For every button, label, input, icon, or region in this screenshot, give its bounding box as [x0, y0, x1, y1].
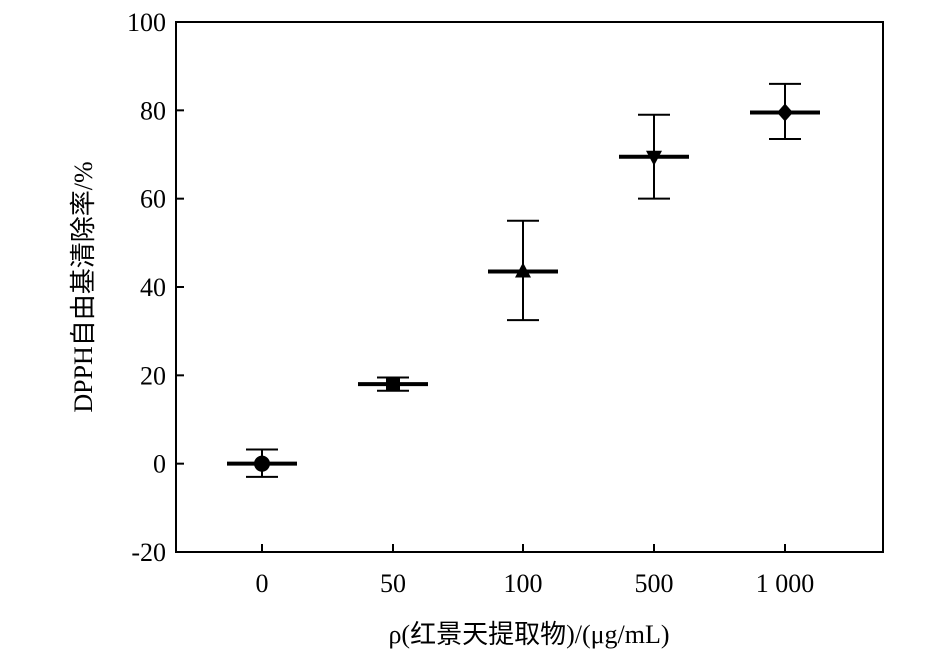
plot-frame	[175, 21, 884, 553]
marker-triangle-down	[646, 150, 662, 166]
x-tick-label: 100	[504, 569, 543, 598]
y-axis-ticks: -20 0 20 40 60 80 100	[127, 8, 184, 567]
x-tick-label: 0	[256, 569, 269, 598]
y-tick-label: 40	[140, 273, 166, 302]
y-tick-label: 80	[140, 96, 166, 125]
x-axis-title: ρ(红景天提取物)/(μg/mL)	[388, 620, 669, 649]
data-marks	[227, 82, 820, 478]
y-tick-label: 20	[140, 361, 166, 390]
y-axis-title: DPPH自由基清除率/%	[69, 161, 98, 412]
marker-diamond	[777, 103, 793, 122]
y-tick-label: 100	[127, 8, 166, 37]
y-tick-label: 60	[140, 185, 166, 214]
y-tick-label: 0	[153, 450, 166, 479]
marker-circle	[254, 455, 270, 472]
marker-triangle-up	[515, 262, 531, 278]
data-point-group	[619, 113, 689, 200]
data-point-group	[750, 82, 820, 141]
x-tick-label: 1 000	[756, 569, 815, 598]
x-tick-label: 50	[380, 569, 406, 598]
data-point-group	[488, 219, 558, 322]
data-point-group	[227, 448, 297, 478]
x-tick-label: 500	[635, 569, 674, 598]
y-tick-label: -20	[131, 538, 166, 567]
marker-square	[386, 377, 400, 392]
x-axis-ticks: 0 50 100 500 1 000	[256, 544, 815, 598]
data-point-group	[358, 376, 428, 392]
